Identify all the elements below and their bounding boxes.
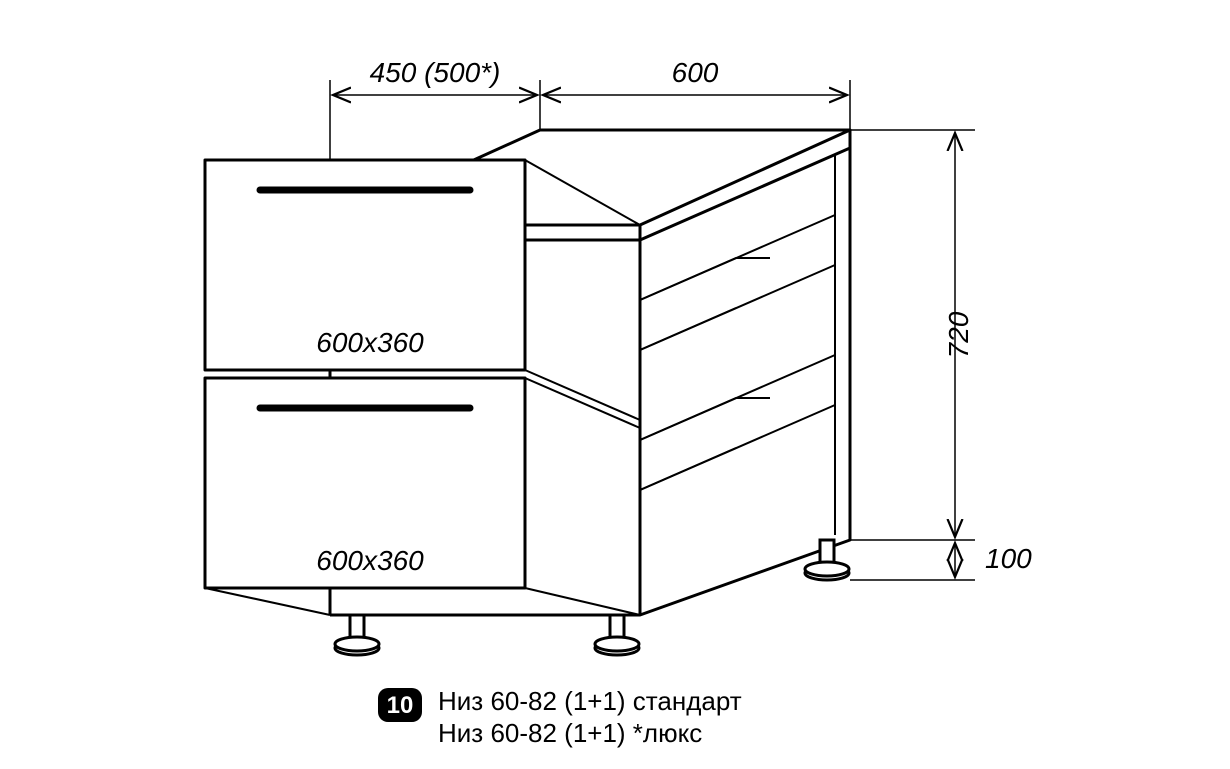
dim-height-leg: 100 [985, 543, 1032, 574]
badge-label: 10 [387, 692, 414, 719]
dim-drawer1: 600x360 [316, 327, 424, 358]
drawer-lower [205, 378, 640, 615]
dim-drawer2: 600x360 [316, 545, 424, 576]
dim-height-body: 720 [943, 311, 974, 358]
dim-width: 600 [672, 57, 719, 88]
caption-line1: Низ 60-82 (1+1) стандарт [438, 686, 742, 716]
drawer-rails [640, 258, 770, 490]
caption-line2: Низ 60-82 (1+1) *люкс [438, 718, 702, 748]
diagram-svg: 450 (500*) 600 720 100 600x360 600x360 1… [0, 0, 1230, 769]
dim-depth: 450 (500*) [370, 57, 501, 88]
caption-block: 10 Низ 60-82 (1+1) стандарт Низ 60-82 (1… [378, 686, 742, 748]
